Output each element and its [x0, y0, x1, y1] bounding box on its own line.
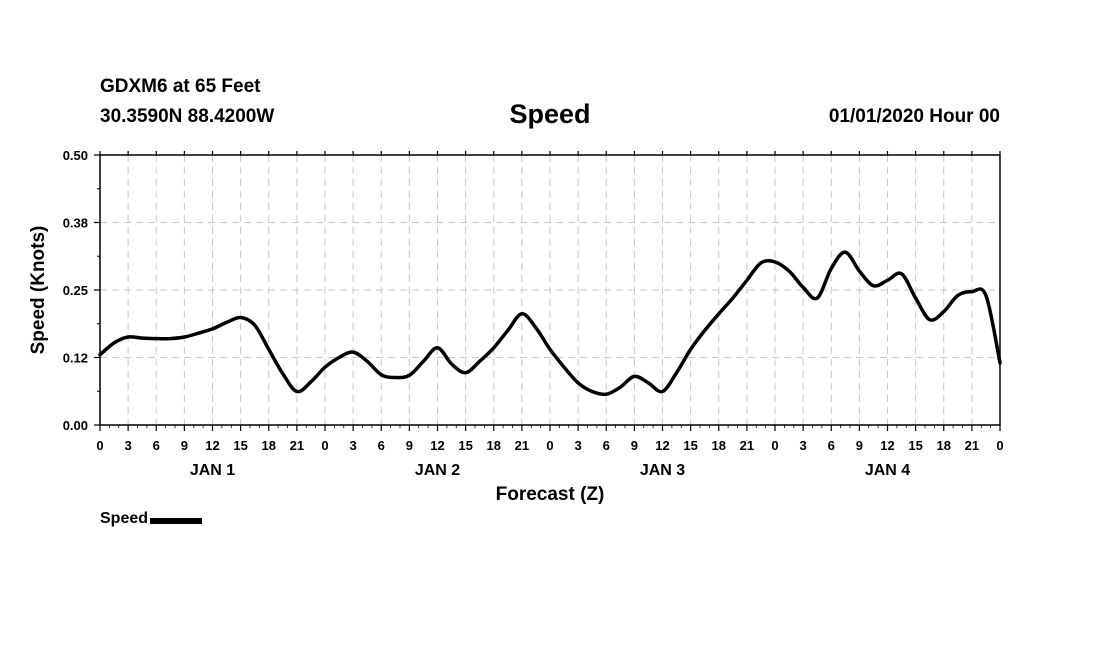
x-tick-label: 9 — [631, 438, 638, 453]
x-tick-label: 9 — [856, 438, 863, 453]
x-tick-label: 18 — [487, 438, 501, 453]
day-labels: JAN 1 JAN 2 JAN 3 JAN 4 — [190, 462, 910, 479]
x-tick-label: 3 — [575, 438, 582, 453]
x-tick-label: 21 — [965, 438, 979, 453]
legend: Speed — [100, 510, 203, 528]
day-label: JAN 3 — [640, 462, 685, 479]
x-tick-label: 3 — [125, 438, 132, 453]
x-tick-label: 18 — [937, 438, 951, 453]
y-tick-label: 0.25 — [63, 283, 88, 298]
x-tick-label: 18 — [712, 438, 726, 453]
x-tick-label: 6 — [603, 438, 610, 453]
x-tick-label: 0 — [546, 438, 553, 453]
x-tick-label: 18 — [262, 438, 276, 453]
station-name: GDXM6 at 65 Feet — [100, 76, 261, 97]
y-tick-label: 0.00 — [63, 418, 88, 433]
x-tick-label: 9 — [406, 438, 413, 453]
x-tick-label: 9 — [181, 438, 188, 453]
station-coordinates: 30.3590N 88.4200W — [100, 106, 275, 127]
x-tick-label: 3 — [800, 438, 807, 453]
x-tick-label: 6 — [378, 438, 385, 453]
y-tick-label: 0.38 — [63, 216, 88, 231]
x-tick-label: 15 — [683, 438, 697, 453]
x-tick-label: 0 — [321, 438, 328, 453]
x-tick-label: 0 — [771, 438, 778, 453]
day-label: JAN 1 — [190, 462, 235, 479]
x-tick-label: 6 — [153, 438, 160, 453]
x-tick-label: 15 — [908, 438, 922, 453]
x-tick-label: 21 — [740, 438, 754, 453]
x-tick-label: 3 — [350, 438, 357, 453]
x-tick-label: 12 — [880, 438, 894, 453]
x-tick-label: 15 — [458, 438, 472, 453]
x-tick-labels: 0 3 6 9 12 15 18 21 0 3 6 9 12 15 18 21 0 3 6 9 12 15 18 21 0 3 6 9… — [96, 438, 1003, 453]
y-tick-labels: 0.00 0.12 0.25 0.38 0.50 — [63, 148, 88, 433]
legend-swatch — [150, 518, 203, 524]
legend-label: Speed — [100, 510, 149, 527]
x-axis-title: Forecast (Z) — [496, 484, 605, 505]
x-tick-label: 15 — [233, 438, 247, 453]
x-tick-label: 6 — [828, 438, 835, 453]
x-tick-label: 21 — [290, 438, 304, 453]
y-axis-title: Speed (Knots) — [28, 226, 49, 355]
chart-title: Speed — [509, 99, 591, 129]
y-tick-label: 0.12 — [63, 351, 88, 366]
x-tick-label: 0 — [996, 438, 1003, 453]
x-tick-label: 12 — [430, 438, 444, 453]
x-tick-label: 12 — [655, 438, 669, 453]
forecast-datetime: 01/01/2020 Hour 00 — [828, 106, 1000, 127]
x-tick-label: 0 — [96, 438, 103, 453]
day-label: JAN 2 — [415, 462, 460, 479]
grid-lines — [100, 155, 1000, 425]
speed-series-line — [98, 250, 1002, 397]
day-label: JAN 4 — [865, 462, 910, 479]
y-tick-label: 0.50 — [63, 148, 88, 163]
axis-ticks — [94, 151, 1001, 431]
x-tick-label: 12 — [205, 438, 219, 453]
x-tick-label: 21 — [515, 438, 529, 453]
